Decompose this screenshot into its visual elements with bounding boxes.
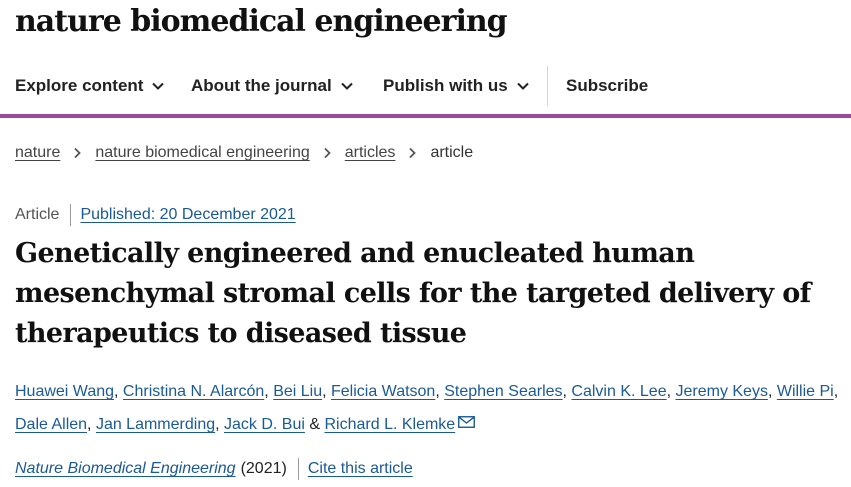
author-link[interactable]: Stephen Searles xyxy=(444,383,563,400)
mail-icon[interactable] xyxy=(458,416,476,428)
nav-divider xyxy=(547,66,548,106)
journal-logo[interactable]: nature biomedical engineering xyxy=(15,4,508,39)
article-meta: Article Published: 20 December 2021 xyxy=(15,204,296,226)
author-link[interactable]: Richard L. Klemke xyxy=(324,416,456,433)
nav-about-journal[interactable]: About the journal xyxy=(191,76,353,96)
author-link[interactable]: Felicia Watson xyxy=(331,383,436,400)
author-link[interactable]: Jack D. Bui xyxy=(224,416,305,433)
cite-this-article-link[interactable]: Cite this article xyxy=(307,460,413,477)
chevron-down-icon xyxy=(152,82,165,90)
author-separator: , xyxy=(833,383,839,400)
citation: Nature Biomedical Engineering (2021) Cit… xyxy=(15,458,413,480)
breadcrumb-articles[interactable]: articles xyxy=(344,144,396,161)
breadcrumb: nature nature biomedical engineering art… xyxy=(15,144,473,162)
chevron-right-icon xyxy=(409,147,417,159)
author-separator: , xyxy=(215,416,224,433)
nav-subscribe[interactable]: Subscribe xyxy=(566,76,648,96)
main-nav: Explore content About the journal Publis… xyxy=(0,66,851,106)
author-separator: , xyxy=(666,383,676,400)
author-separator: , xyxy=(114,383,123,400)
breadcrumb-nature[interactable]: nature xyxy=(15,144,61,161)
published-date[interactable]: Published: 20 December 2021 xyxy=(80,206,296,223)
nav-subscribe-label: Subscribe xyxy=(566,76,649,95)
nav-about-journal-label: About the journal xyxy=(191,76,332,95)
author-link[interactable]: Dale Allen xyxy=(15,416,88,433)
nav-publish-with-us[interactable]: Publish with us xyxy=(383,76,529,96)
author-link[interactable]: Jeremy Keys xyxy=(675,383,768,400)
chevron-right-icon xyxy=(74,147,82,159)
author-separator: , xyxy=(767,383,777,400)
journal-name-link[interactable]: Nature Biomedical Engineering xyxy=(15,460,236,477)
author-link[interactable]: Willie Pi xyxy=(776,383,834,400)
author-separator: , xyxy=(264,383,274,400)
breadcrumb-journal[interactable]: nature biomedical engineering xyxy=(95,144,310,161)
nav-explore-content-label: Explore content xyxy=(15,76,144,95)
author-link[interactable]: Jan Lammerding xyxy=(95,416,216,433)
author-link[interactable]: Huawei Wang xyxy=(15,383,115,400)
author-separator: , xyxy=(87,416,96,433)
article-type: Article xyxy=(15,206,60,223)
author-separator: , xyxy=(435,383,445,400)
breadcrumb-current: article xyxy=(430,144,474,161)
nav-publish-with-us-label: Publish with us xyxy=(383,76,508,95)
author-link[interactable]: Bei Liu xyxy=(273,383,323,400)
nav-explore-content[interactable]: Explore content xyxy=(15,76,165,96)
author-link[interactable]: Christina N. Alarcón xyxy=(122,383,265,400)
meta-divider xyxy=(70,204,72,226)
chevron-down-icon xyxy=(341,82,353,90)
citation-divider xyxy=(297,458,299,480)
author-separator: , xyxy=(322,383,331,400)
article-title: Genetically engineered and enucleated hu… xyxy=(15,238,811,349)
author-separator: & xyxy=(304,416,325,433)
author-list: Huawei Wang, Christina N. Alarcón, Bei L… xyxy=(15,375,845,441)
chevron-right-icon xyxy=(324,147,331,159)
author-link[interactable]: Calvin K. Lee xyxy=(571,383,667,400)
chevron-down-icon xyxy=(516,82,529,90)
publication-year: (2021) xyxy=(240,460,287,477)
accent-bar xyxy=(0,114,851,118)
author-separator: , xyxy=(562,383,572,400)
